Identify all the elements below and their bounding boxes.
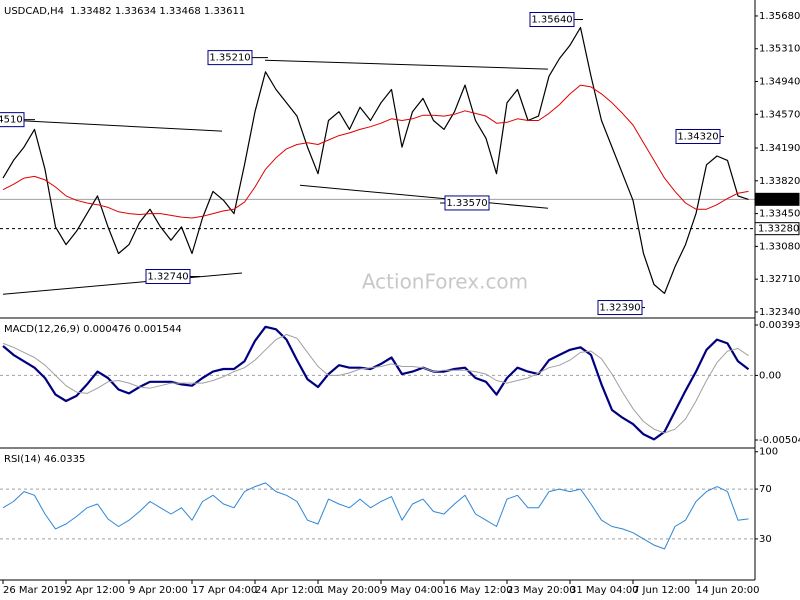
y-tick-label: 1.35310 xyxy=(759,44,800,55)
annotation-box xyxy=(145,269,191,285)
x-tick-label: 16 May 12:00 xyxy=(444,585,513,596)
series-line xyxy=(2,334,749,434)
x-tick-label: 24 Apr 12:00 xyxy=(255,585,320,596)
y-tick-label: 1.34190 xyxy=(759,143,800,154)
series-line xyxy=(2,325,750,441)
trendline xyxy=(299,184,549,209)
y-tick-label: 70 xyxy=(759,484,772,495)
y-tick-label: 1.35680 xyxy=(759,11,800,22)
x-tick-label: 17 Apr 04:00 xyxy=(192,585,257,596)
pane-title: RSI(14) 46.0335 xyxy=(4,454,85,465)
x-tick-label: 26 Mar 2019 xyxy=(3,585,66,596)
level-label: 1.33611 xyxy=(758,194,799,205)
level-label: 1.33280 xyxy=(758,224,799,235)
trendline xyxy=(0,119,223,132)
series-line xyxy=(2,482,749,550)
x-tick-label: 1 May 20:00 xyxy=(318,585,380,596)
x-tick-label: 23 May 20:00 xyxy=(507,585,576,596)
annotation-label: 1.35640 xyxy=(531,14,572,25)
annotation-box xyxy=(529,11,575,27)
y-tick-label: 1.34940 xyxy=(759,77,800,88)
x-tick-label: 2 Apr 12:00 xyxy=(66,585,125,596)
annotation-label: 1.35210 xyxy=(209,53,250,64)
x-tick-label: 9 May 04:00 xyxy=(381,585,443,596)
annotation-label: 1.34320 xyxy=(677,131,718,142)
watermark: ActionForex.com xyxy=(362,270,528,294)
annotation-box xyxy=(597,300,643,316)
x-tick-label: 31 May 04:00 xyxy=(570,585,639,596)
series-line xyxy=(2,26,749,294)
pane-title: MACD(12,26,9) 0.000476 0.001544 xyxy=(4,324,182,335)
y-tick-label: 1.33820 xyxy=(759,176,800,187)
annotation-label: 1.34510 xyxy=(0,115,23,126)
y-tick-label: 1.32710 xyxy=(759,274,800,285)
annotation-box xyxy=(675,128,721,144)
y-tick-label: -0.005044 xyxy=(759,435,800,446)
annotation-box xyxy=(0,112,25,128)
y-tick-label: 30 xyxy=(759,534,772,545)
y-tick-label: 100 xyxy=(759,447,778,458)
annotation-box xyxy=(207,50,253,66)
x-tick-label: 9 Apr 20:00 xyxy=(129,585,188,596)
y-tick-label: 1.34570 xyxy=(759,109,800,120)
y-tick-label: 1.33080 xyxy=(759,241,800,252)
annotation-label: 1.32740 xyxy=(147,272,188,283)
plot-layer: ActionForex.com 1.35640 1.35210 1.34510 1.32… xyxy=(0,6,800,596)
x-tick-label: 14 Jun 20:00 xyxy=(696,585,760,596)
annotation-label: 1.32390 xyxy=(599,303,640,314)
pane-title: USDCAD,H4 1.33482 1.33634 1.33468 1.3361… xyxy=(4,6,245,17)
trendline xyxy=(264,59,549,70)
y-tick-label: 1.33450 xyxy=(759,209,800,220)
y-tick-label: 0.00 xyxy=(759,370,781,381)
y-tick-label: 0.003939 xyxy=(759,320,800,331)
annotation-box xyxy=(444,195,490,211)
y-tick-label: 1.32340 xyxy=(759,307,800,318)
annotation-label: 1.33570 xyxy=(446,198,487,209)
series-line xyxy=(2,84,749,219)
x-tick-label: 7 Jun 12:00 xyxy=(633,585,690,596)
trendline xyxy=(2,272,243,295)
